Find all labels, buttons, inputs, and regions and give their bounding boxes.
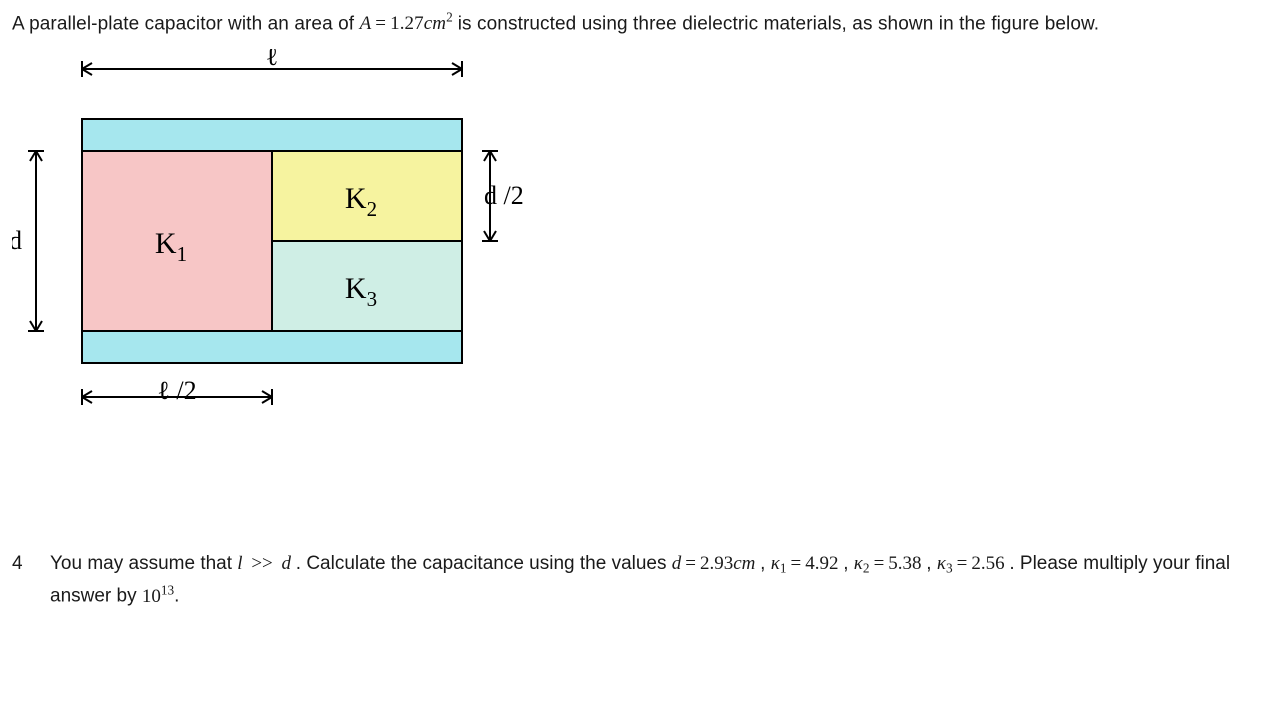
ten-exponent: 13 [161,582,174,597]
question-number: 4 [12,549,32,612]
A-unit-base: cm [424,13,446,34]
k1-sym: κ [771,553,780,574]
k3-sym: κ [937,553,946,574]
l-gg-d: l >> d [237,553,295,574]
k1-val: 4.92 [805,553,838,574]
question-row: 4 You may assume that l >> d . Calculate… [12,549,1266,612]
k2-expr: κ2=5.38 [854,553,927,574]
ten-base: 10 [142,586,161,607]
gg-sym: >> [247,553,276,574]
k3-sub: 3 [946,560,953,575]
d-sym-2: d [672,553,682,574]
A-value: 1.27 [390,13,424,34]
A-unit-exp: 2 [446,10,453,25]
svg-text:d /2: d /2 [484,181,524,210]
k2-sym: κ [854,553,863,574]
q-mid1: . Calculate the capacitance using the va… [296,553,672,574]
d-unit: cm [733,553,755,574]
svg-text:d: d [12,226,22,255]
capacitor-figure: ℓK1K2K3dd /2ℓ /2 [12,49,1266,449]
k3-val: 2.56 [971,553,1004,574]
problem-intro: A parallel-plate capacitor with an area … [12,8,1266,39]
d-val: 2.93 [700,553,733,574]
intro-pre: A parallel-plate capacitor with an area … [12,13,360,34]
q-tail-post: . [174,586,179,607]
A-symbol: A [360,13,372,34]
question-body: You may assume that l >> d . Calculate t… [50,549,1266,612]
ten-exp: 1013 [142,586,174,607]
k1-expr: κ1=4.92 [771,553,844,574]
l-sym: l [237,553,242,574]
intro-post: is constructed using three dielectric ma… [458,13,1099,34]
k2-sub: 2 [863,560,870,575]
area-expr: A=1.27cm2 [360,13,458,34]
d-value-expr: d=2.93cm [672,553,760,574]
d-sym: d [282,553,292,574]
k2-val: 5.38 [888,553,921,574]
k3-expr: κ3=2.56 [937,553,1010,574]
q-pre: You may assume that [50,553,237,574]
svg-text:ℓ: ℓ [266,49,278,71]
figure-svg: ℓK1K2K3dd /2ℓ /2 [12,49,572,449]
svg-text:ℓ /2: ℓ /2 [157,376,196,405]
k1-sub: 1 [780,560,787,575]
